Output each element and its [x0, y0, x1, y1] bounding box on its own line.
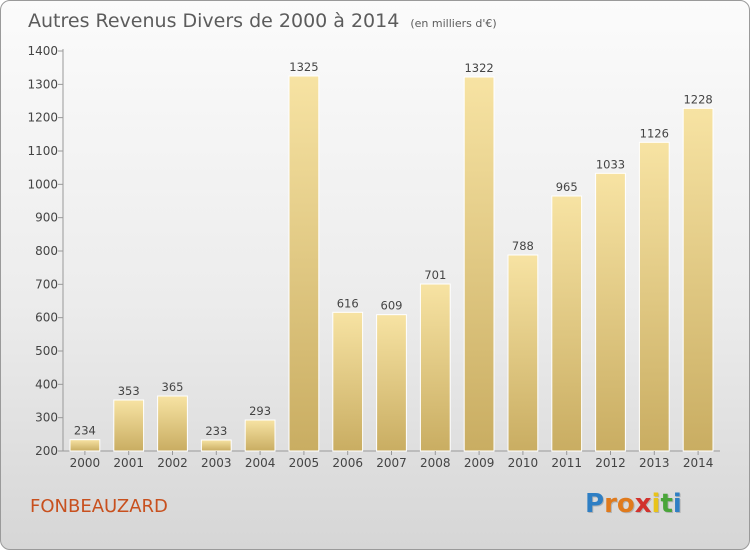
proxiti-logo: Proxiti — [585, 489, 682, 519]
bar-2004 — [244, 419, 276, 452]
bar-value-label-2006: 616 — [337, 296, 359, 310]
logo-letter: P — [585, 489, 605, 519]
bar-2014 — [682, 107, 714, 452]
x-tick-label-2008: 2008 — [420, 456, 451, 470]
y-tick-label: 1200 — [27, 111, 58, 125]
chart-title: Autres Revenus Divers de 2000 à 2014 — [28, 10, 400, 32]
logo-letter: x — [634, 489, 652, 519]
y-tick-label: 300 — [35, 411, 58, 425]
bar-value-label-2000: 234 — [74, 424, 96, 438]
chart-subtitle: (en milliers d'€) — [410, 17, 497, 30]
logo-letter: t — [660, 489, 673, 519]
bar-value-label-2012: 1033 — [596, 157, 625, 171]
bar-2001 — [113, 399, 145, 452]
y-tick-label: 800 — [35, 244, 58, 258]
logo-letter: i — [672, 489, 682, 519]
y-tick-label: 400 — [35, 377, 58, 391]
bar-value-label-2001: 353 — [118, 384, 140, 398]
x-tick-label-2002: 2002 — [157, 456, 188, 470]
logo-letter: r — [604, 489, 617, 519]
y-tick-label: 1300 — [27, 77, 58, 91]
x-tick-label-2005: 2005 — [289, 456, 320, 470]
x-tick-label-2001: 2001 — [113, 456, 144, 470]
x-tick-label-2009: 2009 — [464, 456, 495, 470]
bar-value-label-2014: 1228 — [683, 92, 712, 106]
bar-2002 — [157, 395, 188, 452]
location-name: FONBEAUZARD — [30, 496, 168, 517]
bar-value-label-2010: 788 — [512, 239, 534, 253]
logo-letter: i — [651, 489, 661, 519]
bar-value-label-2007: 609 — [381, 299, 403, 313]
y-tick-label: 700 — [35, 277, 58, 291]
bar-value-label-2002: 365 — [162, 380, 184, 394]
x-tick-label-2004: 2004 — [245, 456, 276, 470]
x-tick-label-2011: 2011 — [551, 456, 582, 470]
x-tick-label-2003: 2003 — [201, 456, 232, 470]
y-tick-label: 500 — [35, 344, 58, 358]
y-tick-label: 900 — [35, 211, 58, 225]
bar-value-label-2009: 1322 — [464, 61, 493, 75]
y-tick-label: 1000 — [27, 177, 58, 191]
logo-letter: o — [616, 489, 635, 519]
bar-2003 — [200, 439, 232, 452]
x-tick-label-2000: 2000 — [70, 456, 101, 470]
chart-title-block: Autres Revenus Divers de 2000 à 2014 (en… — [28, 10, 497, 32]
x-tick-label-2014: 2014 — [683, 456, 714, 470]
bar-2008 — [419, 283, 451, 452]
x-tick-label-2010: 2010 — [508, 456, 539, 470]
bar-value-label-2008: 701 — [424, 268, 446, 282]
bar-value-label-2013: 1126 — [640, 126, 669, 140]
bar-2000 — [69, 439, 101, 452]
bar-2010 — [507, 254, 539, 452]
bar-2013 — [638, 141, 670, 452]
y-tick-label: 1100 — [27, 144, 58, 158]
bar-value-label-2003: 233 — [205, 424, 227, 438]
x-tick-label-2007: 2007 — [376, 456, 407, 470]
x-tick-label-2013: 2013 — [639, 456, 670, 470]
bar-value-label-2004: 293 — [249, 404, 271, 418]
bar-2012 — [595, 172, 626, 452]
bar-2011 — [551, 195, 583, 452]
bar-value-label-2005: 1325 — [289, 60, 318, 74]
y-tick-label: 200 — [35, 444, 58, 458]
bar-2006 — [332, 311, 364, 452]
bar-value-label-2011: 965 — [556, 180, 578, 194]
bar-2005 — [288, 75, 320, 452]
x-tick-label-2012: 2012 — [595, 456, 626, 470]
bar-2007 — [376, 314, 407, 452]
x-tick-label-2006: 2006 — [332, 456, 363, 470]
y-tick-label: 600 — [35, 311, 58, 325]
y-tick-label: 1400 — [27, 44, 58, 58]
bar-2009 — [463, 76, 495, 452]
